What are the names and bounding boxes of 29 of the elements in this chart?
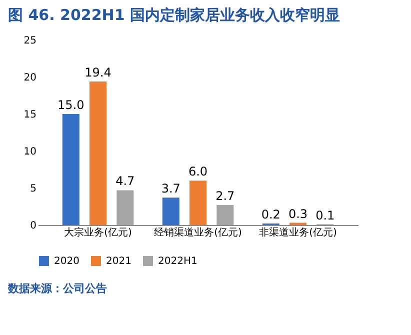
data-label: 0.1 bbox=[316, 208, 335, 222]
source-note: 数据来源：公司公告 bbox=[7, 282, 107, 295]
data-label: 0.3 bbox=[288, 206, 308, 221]
legend-label: 2022H1 bbox=[158, 256, 198, 267]
bar bbox=[162, 198, 180, 225]
bar bbox=[216, 205, 234, 225]
bar bbox=[116, 190, 134, 225]
x-tick-label: 大宗业务(亿元) bbox=[64, 226, 132, 238]
y-tick-label: 5 bbox=[30, 184, 36, 194]
y-tick-label: 25 bbox=[24, 36, 36, 46]
x-tick-label: 非渠道业务(亿元) bbox=[259, 226, 337, 238]
x-tick-label: 经销渠道业务(亿元) bbox=[154, 226, 242, 238]
bar bbox=[62, 114, 80, 225]
data-label: 3.7 bbox=[161, 182, 180, 196]
data-label: 15.0 bbox=[58, 98, 84, 112]
data-label: 2.7 bbox=[216, 189, 235, 204]
bar bbox=[90, 81, 106, 225]
data-label: 6.0 bbox=[188, 164, 208, 179]
legend-label: 2020 bbox=[54, 256, 80, 267]
y-tick-label: 10 bbox=[24, 146, 36, 158]
y-tick-label: 15 bbox=[24, 110, 36, 120]
legend-label: 2021 bbox=[106, 256, 132, 267]
data-label: 4.7 bbox=[116, 174, 135, 188]
data-label: 0.2 bbox=[261, 208, 280, 222]
data-label: 19.4 bbox=[84, 65, 112, 80]
y-tick-label: 0 bbox=[30, 220, 36, 232]
bar bbox=[190, 180, 206, 225]
chart-title: 图 46. 2022H1 国内定制家居业务收入收窄明显 bbox=[8, 6, 340, 24]
y-tick-label: 20 bbox=[24, 72, 36, 84]
